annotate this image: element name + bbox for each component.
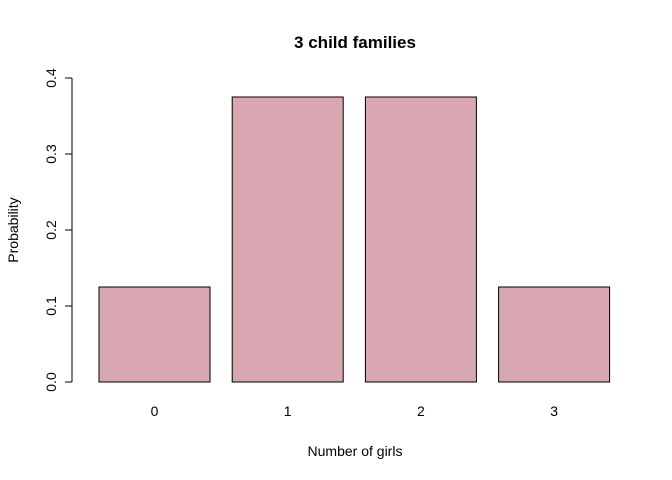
bars-group — [98, 96, 611, 383]
bar-1 — [231, 96, 344, 383]
bar-0 — [98, 286, 211, 383]
y-tick-label: 0.2 — [43, 220, 59, 240]
x-tick-label: 3 — [550, 403, 558, 419]
bar-2 — [364, 96, 477, 383]
chart-title: 3 child families — [294, 33, 416, 52]
y-tick-label: 0.1 — [43, 296, 59, 316]
x-axis-label: Number of girls — [308, 443, 403, 459]
y-axis: 0.0 0.1 0.2 0.3 0.4 — [43, 68, 73, 392]
x-tick-label: 1 — [284, 403, 292, 419]
x-tick-label: 2 — [417, 403, 425, 419]
bar-3 — [498, 286, 611, 383]
y-tick-label: 0.4 — [43, 68, 59, 88]
x-tick-label: 0 — [151, 403, 159, 419]
x-tick-labels: 0 1 2 3 — [151, 403, 559, 419]
y-axis-label: Probability — [5, 197, 21, 262]
y-tick-label: 0.3 — [43, 144, 59, 164]
y-tick-label: 0.0 — [43, 372, 59, 392]
